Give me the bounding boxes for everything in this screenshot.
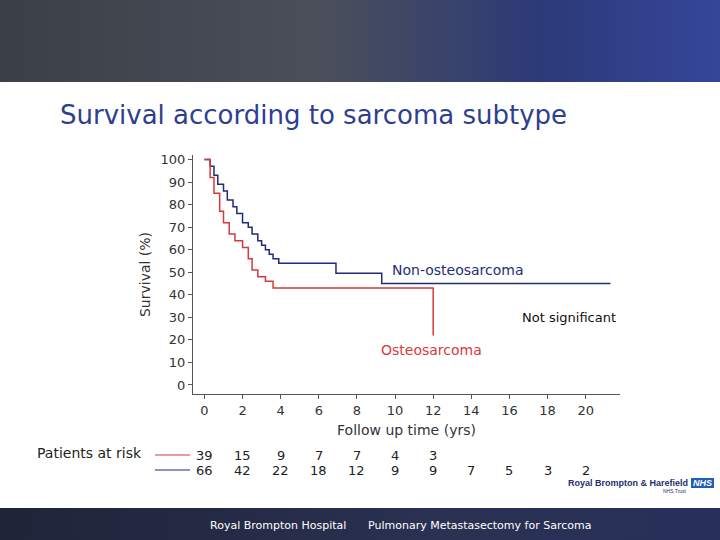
svg-text:10: 10 — [387, 403, 404, 418]
svg-text:15: 15 — [234, 448, 251, 463]
svg-text:5: 5 — [505, 463, 513, 478]
svg-text:40: 40 — [169, 287, 186, 302]
svg-text:6: 6 — [315, 403, 323, 418]
svg-text:50: 50 — [169, 265, 186, 280]
svg-text:0: 0 — [200, 403, 208, 418]
svg-text:9: 9 — [429, 463, 437, 478]
svg-text:Non-osteosarcoma: Non-osteosarcoma — [392, 262, 524, 278]
svg-text:22: 22 — [272, 463, 289, 478]
svg-text:80: 80 — [169, 197, 186, 212]
svg-text:70: 70 — [169, 220, 186, 235]
svg-text:18: 18 — [310, 463, 327, 478]
svg-text:14: 14 — [463, 403, 480, 418]
html-text:Royal Brompton & Harefield: Royal Brompton & Harefield — [568, 478, 688, 488]
svg-text:20: 20 — [577, 403, 594, 418]
svg-text:Not significant: Not significant — [522, 310, 616, 325]
svg-text:42: 42 — [234, 463, 251, 478]
html-text:NHS Trust: NHS Trust — [662, 488, 686, 494]
svg-text:Osteosarcoma: Osteosarcoma — [381, 342, 482, 358]
svg-text:16: 16 — [501, 403, 518, 418]
svg-text:12: 12 — [425, 403, 442, 418]
svg-text:3: 3 — [544, 463, 552, 478]
svg-text:30: 30 — [169, 310, 186, 325]
svg-text:4: 4 — [391, 448, 399, 463]
svg-text:18: 18 — [539, 403, 556, 418]
svg-text:60: 60 — [169, 242, 186, 257]
svg-text:7: 7 — [467, 463, 475, 478]
svg-text:2: 2 — [238, 403, 246, 418]
svg-text:Survival (%): Survival (%) — [137, 232, 153, 317]
html-text:Pulmonary Metastasectomy for S: Pulmonary Metastasectomy for Sarcoma — [368, 519, 592, 532]
svg-text:3: 3 — [429, 448, 437, 463]
svg-text:Follow up time (yrs): Follow up time (yrs) — [337, 422, 476, 438]
svg-text:10: 10 — [169, 355, 186, 370]
svg-text:7: 7 — [353, 448, 361, 463]
html-text:NHS: NHS — [693, 478, 712, 488]
svg-text:90: 90 — [169, 175, 186, 190]
svg-text:12: 12 — [348, 463, 365, 478]
svg-text:100: 100 — [161, 152, 186, 167]
svg-text:4: 4 — [277, 403, 285, 418]
svg-text:9: 9 — [277, 448, 285, 463]
svg-text:8: 8 — [353, 403, 361, 418]
svg-text:66: 66 — [196, 463, 213, 478]
svg-text:9: 9 — [391, 463, 399, 478]
svg-text:20: 20 — [169, 332, 186, 347]
svg-text:7: 7 — [315, 448, 323, 463]
svg-text:2: 2 — [582, 463, 590, 478]
svg-text:Survival according to sarcoma: Survival according to sarcoma subtype — [60, 100, 567, 130]
svg-text:Patients at risk: Patients at risk — [37, 445, 142, 461]
svg-text:39: 39 — [196, 448, 213, 463]
html-text:Royal Brompton Hospital: Royal Brompton Hospital — [210, 519, 347, 532]
svg-text:0: 0 — [177, 378, 185, 393]
